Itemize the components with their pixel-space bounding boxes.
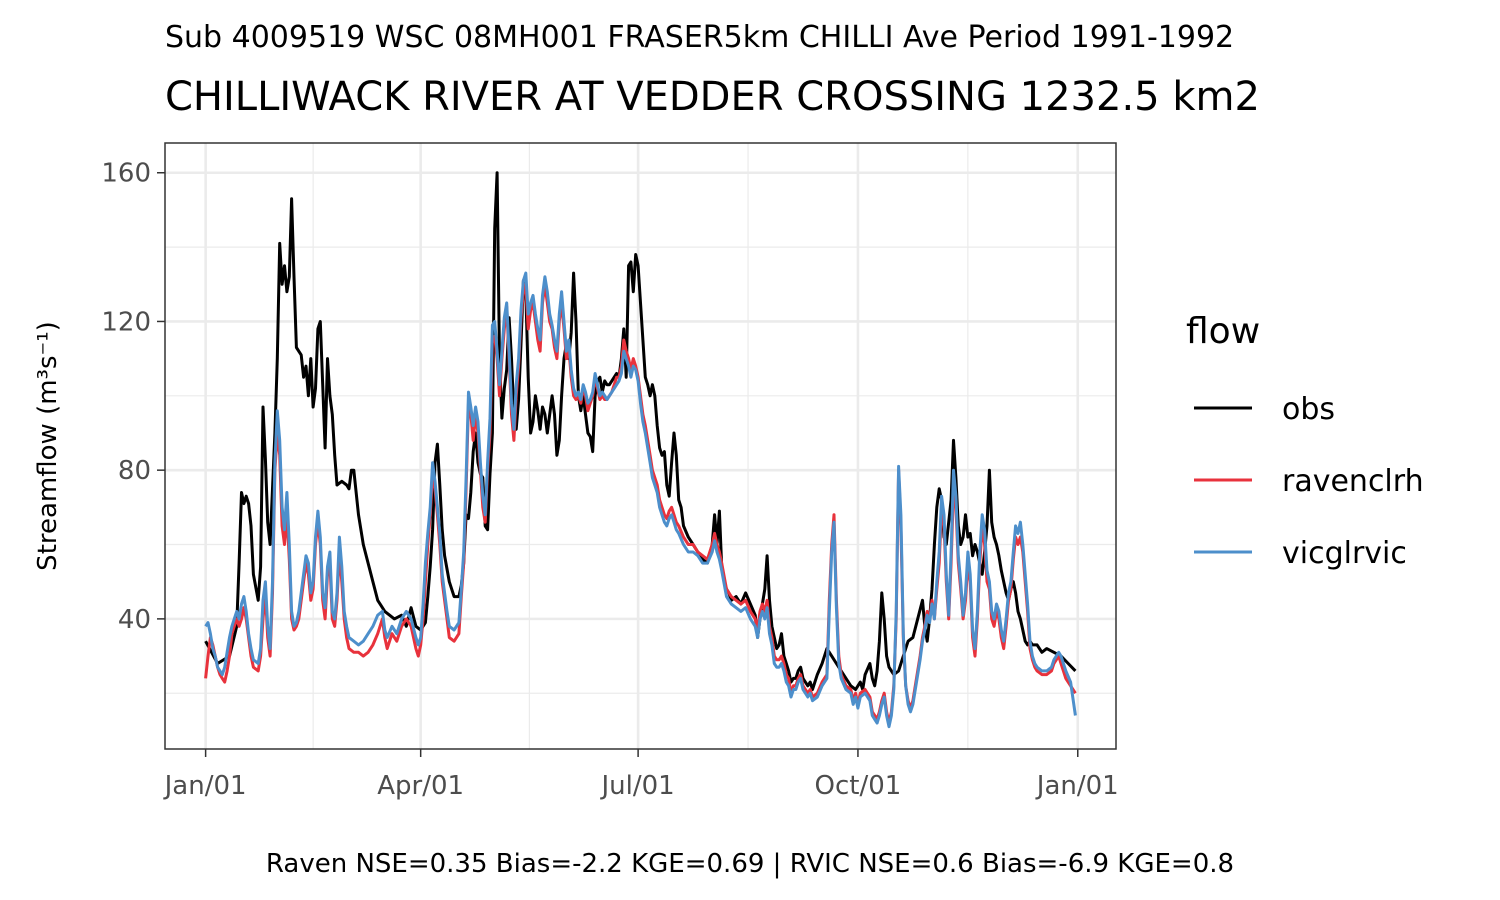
x-tick-label: Jan/01 [1035,771,1119,801]
y-tick-label: 120 [101,307,151,337]
y-axis: 40 80 120 160 [101,159,165,635]
plot-panel-border [164,142,1117,750]
chart-title: CHILLIWACK RIVER AT VEDDER CROSSING 1232… [165,74,1260,120]
series-layer [204,171,1077,729]
legend-label-obs: obs [1282,392,1335,427]
x-tick-label: Apr/01 [377,771,464,801]
y-axis-title: Streamflow (m³s⁻¹) [33,321,63,571]
series-line-ravenclrh [204,282,1077,725]
y-tick-label: 80 [118,456,151,486]
x-tick-label: Jan/01 [163,771,247,801]
y-tick-label: 40 [118,605,151,635]
series-line-obs [204,171,1077,691]
series-line-vicglrvic [204,271,1077,729]
y-tick-label: 160 [101,159,151,189]
x-tick-label: Oct/01 [815,771,902,801]
chart-subtitle: Sub 4009519 WSC 08MH001 FRASER5km CHILLI… [165,20,1234,55]
metrics-caption: Raven NSE=0.35 Bias=-2.2 KGE=0.69 | RVIC… [266,849,1234,879]
legend-title: flow [1186,311,1260,352]
grid-major [165,143,1116,749]
x-axis: Jan/01 Apr/01 Jul/01 Oct/01 Jan/01 [163,749,1119,801]
legend-label-ravenclrh: ravenclrh [1282,464,1424,499]
legend: flow obs ravenclrh vicglrvic [1186,311,1424,571]
x-tick-label: Jul/01 [600,771,675,801]
grid-minor [165,143,1116,749]
legend-label-vicglrvic: vicglrvic [1282,536,1407,571]
